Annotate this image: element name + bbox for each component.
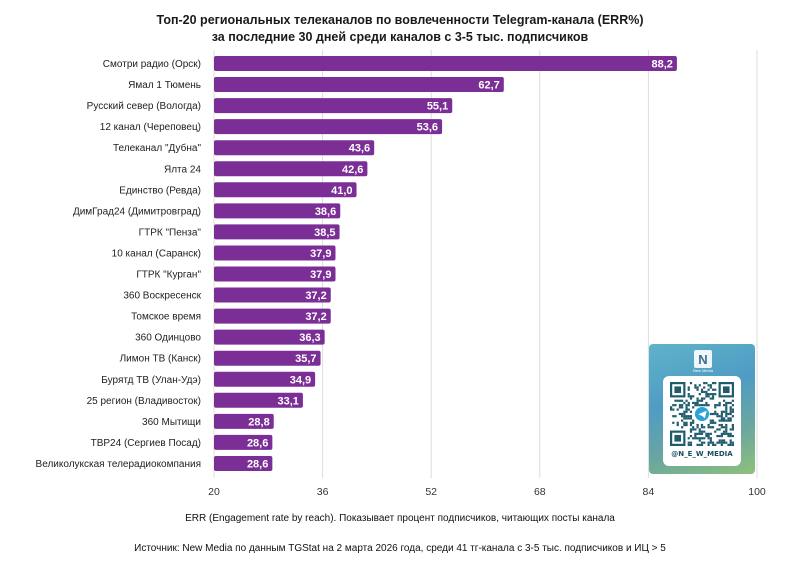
bar-value-label: 43,6	[349, 143, 370, 155]
qr-panel: @N_E_W_MEDIA	[663, 376, 741, 466]
bar	[214, 371, 316, 387]
category-label: Русский север (Вологда)	[87, 101, 201, 112]
bar	[214, 287, 331, 303]
bar	[214, 245, 336, 261]
err-definition-note: ERR (Engagement rate by reach). Показыва…	[185, 513, 615, 524]
bar-value-label: 38,5	[314, 227, 335, 239]
category-label: Единство (Ревда)	[119, 185, 201, 196]
bar	[214, 455, 273, 471]
chart-title-line-1: Топ-20 региональных телеканалов по вовле…	[156, 13, 644, 27]
telegram-qr-icon[interactable]	[670, 382, 734, 446]
bar-value-label: 28,6	[247, 437, 268, 449]
category-label: 10 канал (Саранск)	[112, 248, 201, 259]
category-label: Лимон ТВ (Канск)	[120, 354, 201, 365]
bar	[214, 224, 340, 240]
bar-value-label: 33,1	[277, 395, 298, 407]
x-tick-label: 68	[534, 486, 546, 498]
x-tick-label: 84	[643, 486, 655, 498]
bar	[214, 119, 443, 135]
bar-value-label: 42,6	[342, 164, 363, 176]
bar	[214, 203, 341, 219]
category-label: 360 Мытищи	[142, 417, 201, 428]
category-label: Ямал 1 Тюмень	[128, 80, 201, 91]
bar-value-label: 36,3	[299, 332, 320, 344]
new-media-logo-icon: N	[694, 350, 712, 368]
bar	[214, 308, 331, 324]
bar-value-label: 38,6	[315, 206, 336, 218]
logo-letter: N	[698, 352, 707, 367]
category-label: 12 канал (Череповец)	[100, 122, 201, 133]
bar	[214, 350, 321, 366]
bar	[214, 329, 325, 345]
bar-value-label: 35,7	[295, 353, 316, 365]
category-label: ДимГрад24 (Димитровград)	[73, 206, 201, 217]
category-label: ГТРК "Пенза"	[139, 227, 202, 238]
source-note: Источник: New Media по данным TGStat на …	[134, 543, 666, 554]
x-tick-label: 100	[748, 486, 766, 498]
bar	[214, 98, 453, 114]
category-label: Великолукская телерадиокомпания	[36, 459, 201, 470]
qr-handle: @N_E_W_MEDIA	[671, 450, 733, 458]
bar-value-label: 28,6	[247, 458, 268, 470]
bar-value-label: 28,8	[248, 416, 269, 428]
bar-value-label: 88,2	[651, 59, 672, 71]
bar-value-label: 37,2	[305, 311, 326, 323]
category-label: 360 Воскресенск	[123, 291, 201, 302]
category-label: 360 Одинцово	[135, 333, 201, 344]
bar-value-label: 37,9	[310, 269, 331, 281]
bar-value-label: 53,6	[417, 122, 438, 134]
bar-value-label: 37,2	[305, 290, 326, 302]
bar	[214, 140, 375, 156]
x-tick-label: 52	[425, 486, 437, 498]
bar	[214, 413, 274, 429]
bar-value-label: 62,7	[478, 80, 499, 92]
bar	[214, 56, 677, 71]
x-tick-label: 36	[317, 486, 329, 498]
category-label: Бурятд ТВ (Улан-Удэ)	[101, 375, 201, 386]
qr-card[interactable]: N New Media @N_E_W_MEDIA	[649, 344, 755, 474]
bar	[214, 266, 336, 282]
category-label: Томское время	[131, 312, 201, 323]
bar	[214, 182, 357, 198]
category-label: 25 регион (Владивосток)	[87, 396, 201, 407]
bar-value-label: 55,1	[427, 101, 448, 113]
category-label: ГТРК "Курган"	[136, 270, 201, 281]
bar	[214, 77, 504, 93]
logo-subtext: New Media	[692, 368, 713, 373]
bar	[214, 434, 273, 450]
category-label: Смотри радио (Орск)	[103, 59, 201, 70]
chart-title-line-2: за последние 30 дней среди каналов с 3-5…	[211, 30, 589, 44]
category-label: ТВР24 (Сергиев Посад)	[91, 438, 201, 449]
bar-chart: 20 36 52 68 84 100 Смотри радио (Орск) 88,2 Ямал…	[36, 50, 766, 498]
bar	[214, 161, 368, 177]
bar	[214, 392, 303, 408]
category-label: Телеканал "Дубна"	[113, 142, 201, 154]
x-tick-label: 20	[208, 486, 220, 498]
bar-value-label: 37,9	[310, 248, 331, 260]
category-label: Ялта 24	[164, 164, 201, 175]
bar-value-label: 41,0	[331, 185, 352, 197]
bar-value-label: 34,9	[290, 374, 311, 386]
